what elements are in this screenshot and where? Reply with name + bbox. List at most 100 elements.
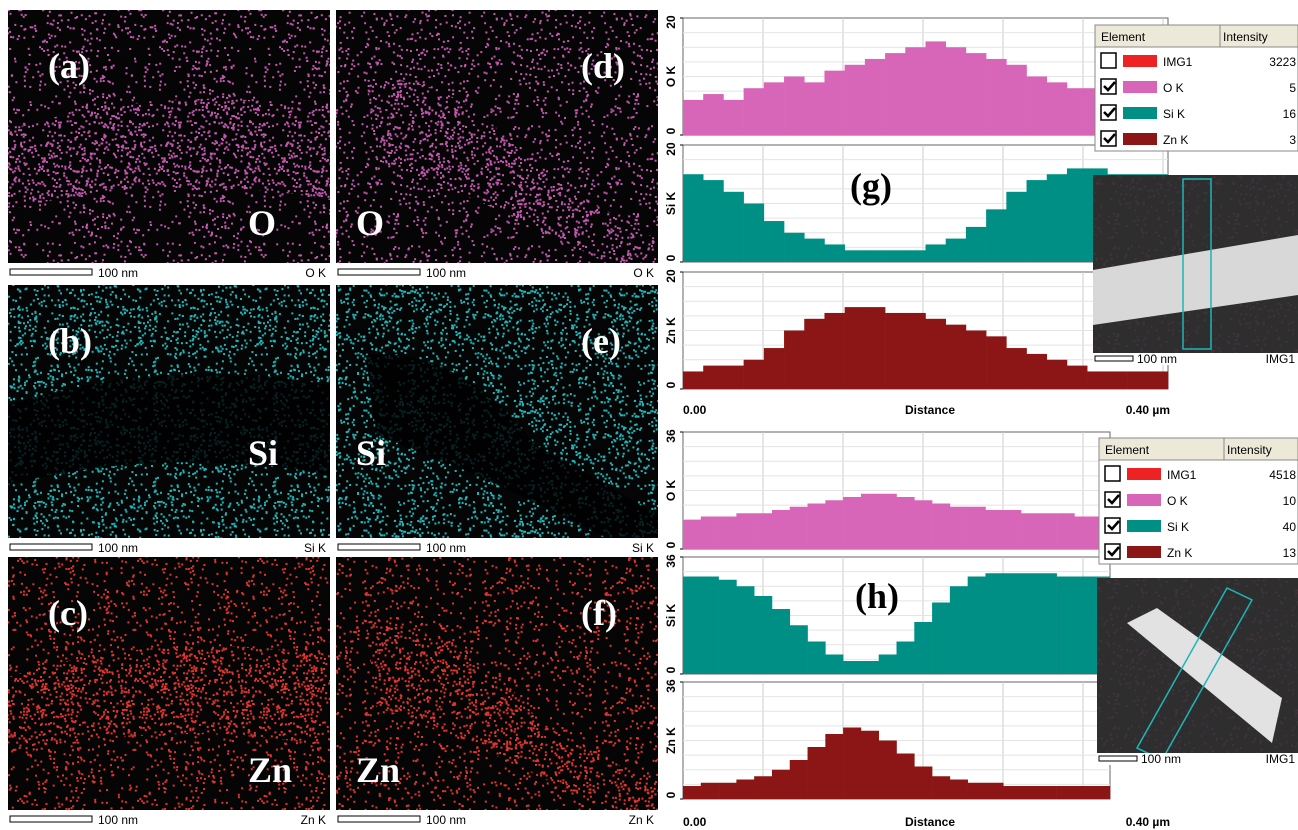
checkbox — [1100, 104, 1117, 121]
profile-bar — [885, 53, 906, 135]
channel-label: Zn K — [629, 813, 654, 827]
panel-label: (e) — [581, 321, 621, 361]
profile-bar — [703, 365, 724, 389]
profile-bar — [683, 519, 702, 549]
element-label: O — [356, 203, 384, 243]
y-axis-label: Zn K — [664, 317, 678, 344]
profile-bar — [1006, 348, 1027, 389]
profile-bar — [784, 232, 805, 262]
element-label: Zn — [248, 750, 292, 790]
legend-value: 3 — [1289, 133, 1296, 147]
panel-label: (f) — [581, 593, 617, 633]
profile-bar — [864, 58, 886, 136]
element-label: Zn — [356, 750, 400, 790]
profile-bar — [986, 58, 1007, 136]
profile-bar — [743, 203, 765, 262]
legend-swatch — [1123, 133, 1157, 145]
scale-bar — [337, 268, 421, 276]
checkbox — [1100, 130, 1117, 147]
y-tick-label: 20 — [664, 142, 678, 156]
profile-bar — [1006, 64, 1027, 135]
scale-bar — [337, 815, 421, 823]
inset-channel: IMG1 — [1266, 352, 1296, 366]
y-tick-label: 20 — [664, 269, 678, 283]
profile-bar — [965, 226, 987, 262]
scan-box — [1182, 178, 1212, 350]
profile-bar — [1026, 76, 1048, 135]
legend-value: 3223 — [1269, 55, 1296, 69]
element-label: O — [248, 203, 276, 243]
depleted-band — [366, 354, 658, 538]
legend-swatch — [1123, 81, 1157, 93]
profile-bar — [1066, 365, 1088, 389]
profile-bar — [1147, 371, 1169, 389]
checkbox — [1100, 52, 1117, 69]
y-tick-label: 0 — [664, 127, 678, 134]
profile-bar — [683, 371, 704, 389]
panel-label: (c) — [48, 593, 88, 633]
enriched-band — [8, 645, 330, 757]
profile-bar — [864, 307, 886, 389]
scale-bar — [1094, 355, 1134, 362]
y-tick-label: 0 — [664, 254, 678, 261]
profile-bar — [683, 174, 704, 262]
legend-name: Si K — [1163, 107, 1185, 121]
profile-bar — [1046, 359, 1068, 389]
profile-bar — [824, 244, 845, 262]
profile-bar — [905, 250, 926, 262]
scale-bar — [337, 543, 421, 551]
profile-bar — [1066, 88, 1088, 135]
profile-bar — [804, 82, 825, 135]
y-axis-label: Si K — [664, 192, 678, 216]
inset-scale: 100 nm — [1137, 352, 1177, 366]
checkmark — [1103, 133, 1116, 144]
profile-bar — [945, 47, 967, 135]
profile-bar — [844, 307, 866, 389]
x-axis-label: Distance — [905, 403, 955, 417]
depleted-band — [8, 373, 330, 485]
channel-label: Si K — [304, 541, 326, 555]
profile-bar — [905, 47, 926, 135]
scale-label: 100 nm — [98, 541, 138, 555]
profile-bar — [1066, 168, 1088, 262]
channel-label: Zn K — [301, 813, 326, 827]
profile-bar — [925, 41, 947, 135]
enriched-band — [366, 79, 658, 263]
profile-bar — [824, 70, 845, 135]
profile-bar — [844, 64, 866, 135]
profile-bar — [723, 191, 744, 262]
channel-label: O K — [305, 266, 326, 280]
profile-bar — [763, 221, 785, 262]
y-tick-label: 20 — [664, 15, 678, 29]
x-start: 0.00 — [683, 403, 707, 417]
profile-bar — [1026, 180, 1048, 262]
profile-bar — [703, 94, 724, 135]
profile-bar — [965, 330, 987, 389]
profile-bar — [763, 348, 785, 389]
profile-bar — [743, 88, 765, 135]
checkbox — [1100, 78, 1117, 95]
profile-bar — [1107, 371, 1128, 389]
profile-bar — [1026, 353, 1048, 389]
profile-bar — [925, 244, 947, 262]
element-label: Si — [356, 433, 386, 473]
profile-bar — [1046, 174, 1068, 262]
profile-bar — [824, 312, 845, 389]
legend-name: IMG1 — [1163, 55, 1193, 69]
profile-bar — [885, 312, 906, 389]
scale-label: 100 nm — [426, 541, 466, 555]
profile-bar — [905, 312, 926, 389]
profile-bar — [885, 250, 906, 262]
element-label: Si — [248, 433, 278, 473]
profile-bar — [683, 99, 704, 135]
panel-label: (b) — [48, 321, 92, 361]
profile-bar — [723, 99, 744, 135]
panel-label: (d) — [581, 46, 625, 86]
profile-bar — [864, 250, 886, 262]
x-end: 0.40 µm — [1126, 403, 1170, 417]
profile-bar — [986, 209, 1007, 262]
profile-bar — [804, 238, 825, 262]
scale-label: 100 nm — [426, 266, 466, 280]
scale-label: 100 nm — [98, 813, 138, 827]
legend-swatch — [1123, 107, 1157, 119]
